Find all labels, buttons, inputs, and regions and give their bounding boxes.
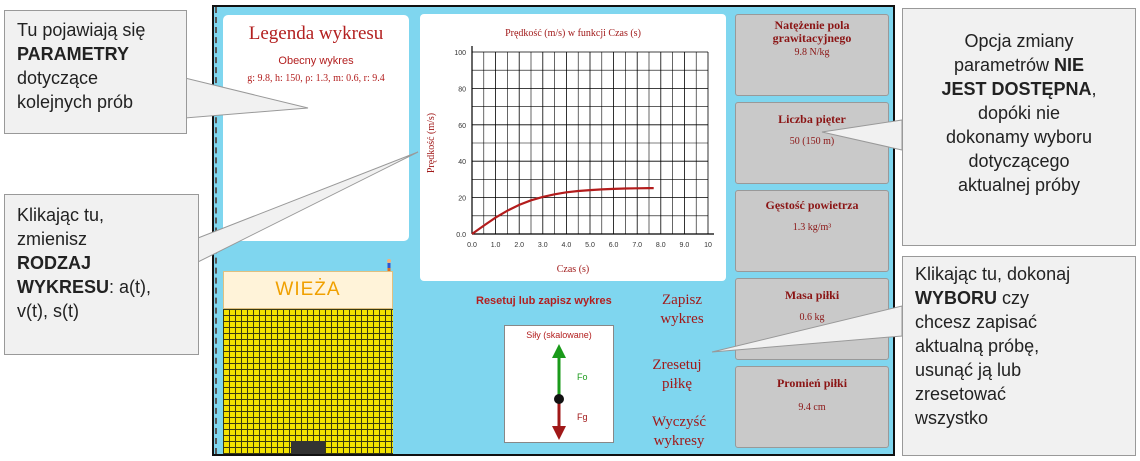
chart-svg: 0.0 1.0 2.0 3.0 4.0 5.0 6.0 7.0 8.0 9.0 10 0.0 20 40 6… [426,28,714,275]
velocity-series-line [471,187,654,235]
forces-title: Siły (skalowane) [526,330,592,340]
callout-params-disabled: Opcja zmiany parametrów NIE JEST DOSTĘPN… [902,8,1136,246]
callout4-line5: usunąć ją lub [915,360,1022,380]
legend-title: Legenda wykresu [248,23,384,44]
x-tick-label: 9.0 [680,242,690,249]
callout3-line7: aktualnej próby [957,175,1081,195]
x-tick-label: 3.0 [538,242,548,249]
x-tick-label: 4.0 [562,242,572,249]
x-tick-label: 1.0 [491,242,501,249]
tower-entrance [291,441,325,454]
floors-panel[interactable]: Liczba pięter 50 (150 m) [735,102,889,184]
x-tick-label: 6.0 [609,242,619,249]
callout4-line7: wszystko [915,408,989,428]
callout4-line4: aktualną próbę, [915,336,1040,356]
gravity-panel-value: 9.8 N/kg [794,47,830,58]
x-tick-label: 5.0 [585,242,595,249]
ball-mass-panel-value: 0.6 kg [799,312,825,323]
air-density-panel-value: 1.3 kg/m³ [792,222,832,233]
callout4-line1: Klikając tu, dokonaj [915,264,1071,284]
clear-charts-button[interactable]: Wyczyść wykresy [640,413,718,451]
y-tick-label: 20 [458,196,466,203]
callout-parameters: Tu pojawiają się PARAMETRY dotyczące kol… [4,10,187,134]
x-tick-label: 7.0 [632,242,642,249]
save-chart-line2: wykres [660,311,704,327]
callout2-line4b: : a(t), [109,277,152,297]
callout3-line5: dokonamy wyboru [945,127,1093,147]
legend-parameters: g: 9.8, h: 150, ρ: 1.3, m: 0.6, r: 9.4 [247,73,385,84]
y-tick-label: 0.0 [456,232,466,239]
x-tick-label: 8.0 [656,242,666,249]
callout3-line2b: NIE [1054,55,1085,75]
clear-charts-line1: Wyczyść [651,414,707,430]
legend-subtitle: Obecny wykres [278,55,354,67]
callout2-line4a: WYKRESU [17,277,110,297]
y-tick-label: 100 [454,50,466,57]
callout-chart-type: Klikając tu, zmienisz RODZAJ WYKRESU: a(… [4,194,199,355]
callout3-line3a: JEST DOSTĘPNA [941,79,1092,99]
chart-legend-panel: Legenda wykresu Obecny wykres g: 9.8, h:… [223,15,409,241]
ball-mass-panel[interactable]: Masa piłki 0.6 kg [735,278,889,360]
clear-charts-line2: wykresy [653,433,705,449]
person-icon [387,259,391,271]
velocity-chart[interactable]: 0.0 1.0 2.0 3.0 4.0 5.0 6.0 7.0 8.0 9.0 10 0.0 20 40 6… [420,14,726,281]
air-density-panel-title: Gęstość powietrza [765,198,859,212]
fg-label: Fg [577,412,588,422]
x-tick-label: 10 [704,242,712,249]
callout4-line2a: WYBORU [915,288,997,308]
forces-panel: Siły (skalowane) Fo Fg [504,325,614,443]
callout2-line2: zmienisz [17,229,88,249]
gravity-panel[interactable]: Natężenie pola grawitacyjnego 9.8 N/kg [735,14,889,96]
reset-ball-line1: Zresetuj [652,357,702,373]
ball-mass-panel-title: Masa piłki [784,288,840,302]
tower-label: WIEŻA ZRZUTÓW [223,271,393,336]
x-tick-label: 0.0 [467,242,477,249]
callout2-line3: RODZAJ [17,253,92,273]
ball-radius-panel[interactable]: Promień piłki 9.4 cm [735,366,889,448]
save-chart-button[interactable]: Zapisz wykres [646,291,718,329]
ball-icon [554,394,564,404]
callout3-line6: dotyczącego [968,151,1070,171]
left-edge-dashed-line [215,7,217,454]
y-tick-label: 60 [458,123,466,130]
callout4-line3: chcesz zapisać [915,312,1038,332]
ball-radius-panel-title: Promień piłki [776,376,848,390]
drop-tower [223,309,393,454]
save-chart-line1: Zapisz [662,292,702,308]
reset-ball-line2: piłkę [662,376,692,392]
chart-xlabel: Czas (s) [557,264,590,275]
chart-title: Prędkość (m/s) w funkcji Czas (s) [505,28,641,39]
callout1-line4: kolejnych prób [17,92,134,112]
floors-panel-value: 50 (150 m) [789,136,835,147]
y-tick-label: 40 [458,159,466,166]
x-tick-label: 2.0 [514,242,524,249]
callout1-line3: dotyczące [17,68,99,88]
chart-ylabel: Prędkość (m/s) [426,113,437,173]
callout2-line5: v(t), s(t) [17,301,79,321]
callout2-line1: Klikając tu, [17,205,105,225]
air-density-panel[interactable]: Gęstość powietrza 1.3 kg/m³ [735,190,889,272]
callout1-line1: Tu pojawiają się [17,20,146,40]
drag-force-arrowhead [552,344,566,358]
y-tick-label: 80 [458,86,466,93]
reset-ball-button[interactable]: Zresetuj piłkę [640,356,714,394]
callout3-line3b: , [1091,79,1097,99]
floors-panel-title: Liczba pięter [778,112,846,126]
fo-label: Fo [577,372,588,382]
ball-radius-panel-value: 9.4 cm [798,402,826,413]
callout3-line1: Opcja zmiany [964,31,1074,51]
simulation-window: Legenda wykresu Obecny wykres g: 9.8, h:… [212,5,895,456]
reset-or-save-label: Resetuj lub zapisz wykres [476,295,612,307]
forces-diagram: Fo Fg [552,344,588,440]
callout-save-reset: Klikając tu, dokonaj WYBORU czy chcesz z… [902,256,1136,456]
callout3-line4: dopóki nie [977,103,1061,123]
callout3-line2a: parametrów [953,55,1049,75]
callout4-line2b: czy [1002,288,1030,308]
callout1-line2: PARAMETRY [17,44,129,64]
callout4-line6: zresetować [915,384,1007,404]
gravity-panel-title: Natężenie pola grawitacyjnego [772,18,852,45]
gravity-force-arrowhead [552,426,566,440]
